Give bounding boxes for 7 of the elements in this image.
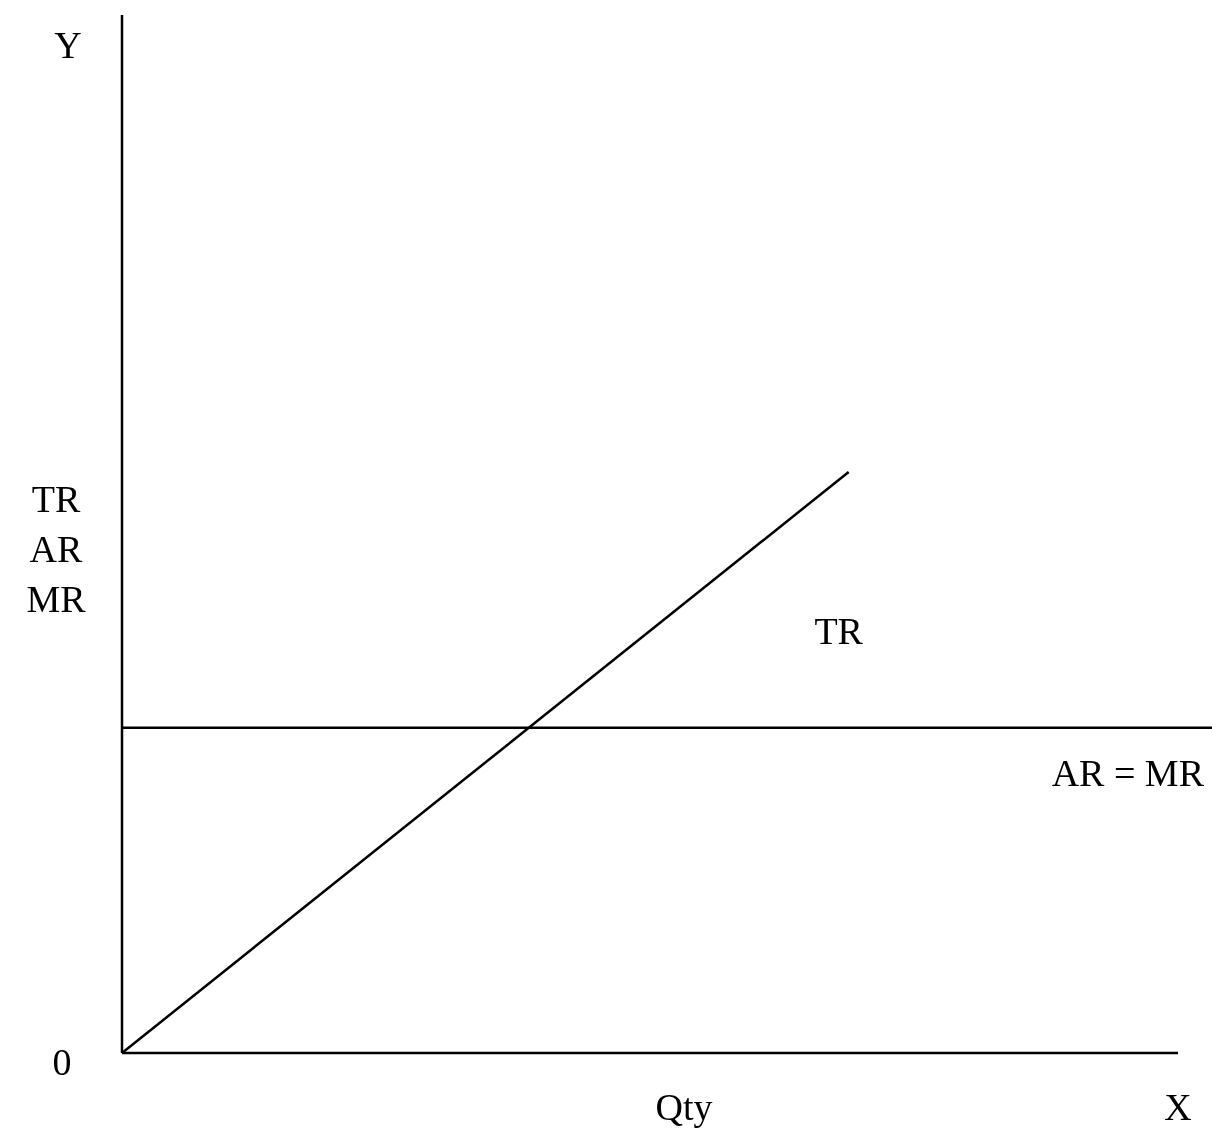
text: X — [1164, 1086, 1192, 1128]
x-axis-title: Qty — [655, 1086, 713, 1128]
y-axis-title: TR AR MR — [26, 478, 87, 620]
text: Y — [54, 24, 82, 66]
text: 0 — [52, 1041, 72, 1083]
text: TR — [814, 610, 864, 652]
series-label: AR = MR — [1051, 751, 1205, 794]
